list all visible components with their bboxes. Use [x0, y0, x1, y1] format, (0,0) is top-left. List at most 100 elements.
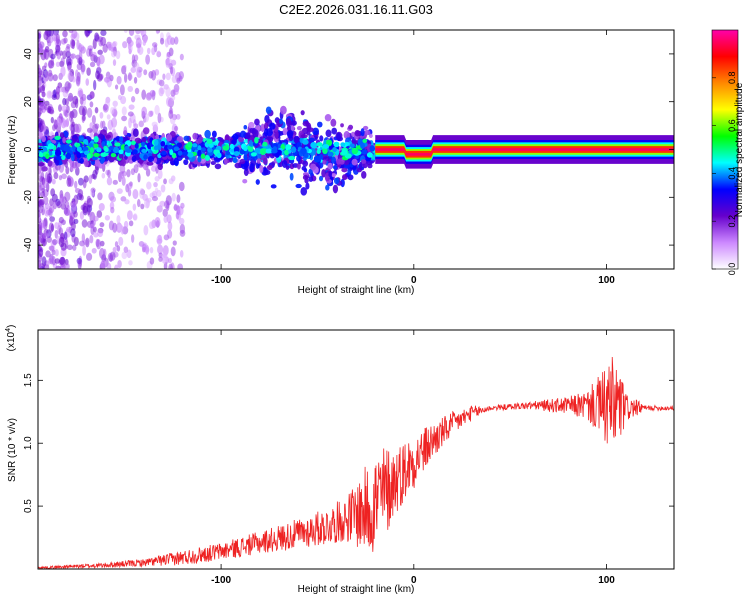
spectrogram-cell: [49, 216, 55, 222]
spectrogram-cell: [82, 245, 86, 256]
spectrogram-cell: [78, 177, 84, 186]
colorbar-ticks: 0.0 0.2 0.4 0.6 0.8: [712, 72, 737, 275]
spectrogram-cell: [266, 164, 273, 171]
spectrogram-cell: [51, 178, 56, 185]
spectrogram-cell: [59, 87, 64, 93]
colorbar-gradient: [711, 29, 739, 270]
spectrogram-cell: [134, 87, 140, 95]
spectrogram-cell: [85, 237, 90, 248]
spectrogram-cell: [93, 79, 97, 91]
spectrogram-cell: [128, 220, 134, 227]
spectrogram-cell: [163, 234, 170, 241]
spectrogram-cell: [146, 161, 154, 166]
spectrogram-cell: [89, 147, 95, 154]
spectrogram-cell: [40, 171, 45, 183]
spectrogram-cell: [97, 192, 103, 201]
spectrogram-cell: [114, 264, 119, 269]
spectrogram-cell: [171, 192, 176, 202]
spectrogram-cell: [38, 231, 44, 243]
spectrogram-cell: [100, 30, 107, 37]
spectrogram-cell: [132, 203, 137, 211]
spectrogram-cell: [197, 145, 202, 151]
spectrogram-cell: [107, 169, 111, 178]
spectrogram-cell: [114, 241, 119, 248]
spectrogram-cell: [121, 115, 128, 122]
spectrogram-cell: [118, 236, 124, 246]
spectrogram-cell: [142, 127, 150, 135]
spectrogram-cell: [48, 36, 54, 44]
spectrogram-cell: [105, 134, 112, 139]
spectrogram-cell: [347, 167, 352, 177]
spectrogram-cell: [351, 131, 356, 137]
spectrogram-cell: [367, 163, 373, 169]
spectrogram-cell: [53, 119, 57, 130]
spectrogram-cell: [279, 118, 283, 125]
spectrogram-cell: [141, 148, 147, 154]
spectrogram-cell: [79, 96, 84, 105]
spectrogram-cell: [160, 37, 165, 45]
spectrogram-cell: [225, 151, 231, 156]
spectrogram-cell: [248, 146, 254, 152]
spectrogram-cell: [369, 145, 376, 152]
spectrogram-cell: [91, 247, 97, 254]
spectrogram-cell: [77, 259, 82, 269]
spectrogram-cell: [153, 145, 159, 151]
spectrogram-cell: [291, 120, 297, 126]
spectrogram-cell: [59, 132, 65, 140]
spectrogram-cell: [67, 64, 72, 72]
spectrogram-cell: [116, 188, 123, 194]
spectrogram-panel: -100 0 100 -40 -20 0 20 40 Height of straight …: [7, 29, 675, 296]
spectrogram-cell: [78, 50, 83, 62]
spectrogram-cell: [75, 69, 79, 78]
spectrogram-cell: [72, 244, 77, 251]
spectrogram-cell: [143, 225, 149, 236]
spectrogram-cell: [285, 117, 292, 127]
spectrogram-cell: [232, 157, 238, 164]
bottom-x-axis-label: Height of straight line (km): [298, 584, 415, 595]
spectrogram-cell: [169, 148, 174, 156]
spectrogram-cell: [70, 53, 76, 59]
spectrogram-cell: [106, 114, 111, 120]
spectrogram-cell: [44, 30, 49, 36]
spectrogram-cell: [115, 50, 121, 60]
spectrogram-cell: [296, 125, 302, 131]
spectrogram-cell: [121, 251, 128, 260]
spectrogram-cell: [50, 223, 55, 232]
spectrogram-cell: [49, 253, 54, 265]
spectrogram-cell: [69, 215, 74, 227]
top-x-axis-ticks: -100 0 100: [211, 30, 615, 286]
spectrogram-cell: [44, 171, 49, 183]
spectrogram-cell: [71, 201, 77, 211]
spectrogram-cell: [121, 158, 126, 167]
spectrogram-cell: [342, 174, 348, 181]
spectrogram-cell: [139, 153, 145, 159]
spectrogram-cell: [38, 123, 44, 133]
spectrogram-cell: [342, 163, 351, 169]
spectrogram-cell: [155, 30, 160, 35]
spectrogram-cell: [38, 96, 42, 106]
y-exponent-label: (x104): [5, 325, 17, 352]
spectrogram-cell: [361, 170, 367, 179]
spectrogram-cell: [204, 129, 211, 139]
spectrogram-cell: [128, 30, 135, 37]
spectrogram-cell: [94, 32, 99, 42]
spectrogram-cell: [54, 258, 61, 264]
spectrogram-cell: [48, 204, 55, 214]
spectrogram-cell: [233, 151, 240, 157]
spectrogram-cell: [162, 208, 168, 217]
spectrogram-cell: [308, 168, 314, 175]
spectrogram-cell: [305, 182, 310, 190]
spectrogram-cell: [176, 77, 181, 84]
spectrogram-cell: [38, 32, 42, 39]
spectrogram-cell: [141, 106, 148, 117]
spectrogram-cell: [123, 130, 128, 136]
svg-text:(x104): (x104): [5, 325, 17, 352]
spectrogram-cell: [363, 129, 371, 136]
spectrogram-cell: [255, 179, 260, 185]
spectrogram-cell: [65, 152, 72, 160]
y-tick-label: -40: [23, 237, 34, 252]
spectrogram-cell: [174, 125, 179, 132]
spectrogram-cell: [330, 118, 337, 127]
spectrogram-cell: [103, 76, 111, 83]
spectrogram-cell: [112, 59, 117, 66]
